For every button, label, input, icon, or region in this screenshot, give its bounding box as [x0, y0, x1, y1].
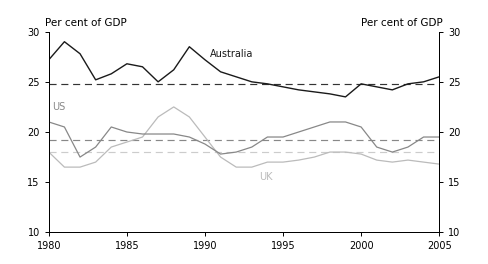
- Text: Per cent of GDP: Per cent of GDP: [361, 18, 443, 28]
- Text: UK: UK: [260, 172, 273, 182]
- Text: Per cent of GDP: Per cent of GDP: [45, 18, 127, 28]
- Text: Australia: Australia: [210, 49, 253, 59]
- Text: US: US: [52, 102, 65, 112]
